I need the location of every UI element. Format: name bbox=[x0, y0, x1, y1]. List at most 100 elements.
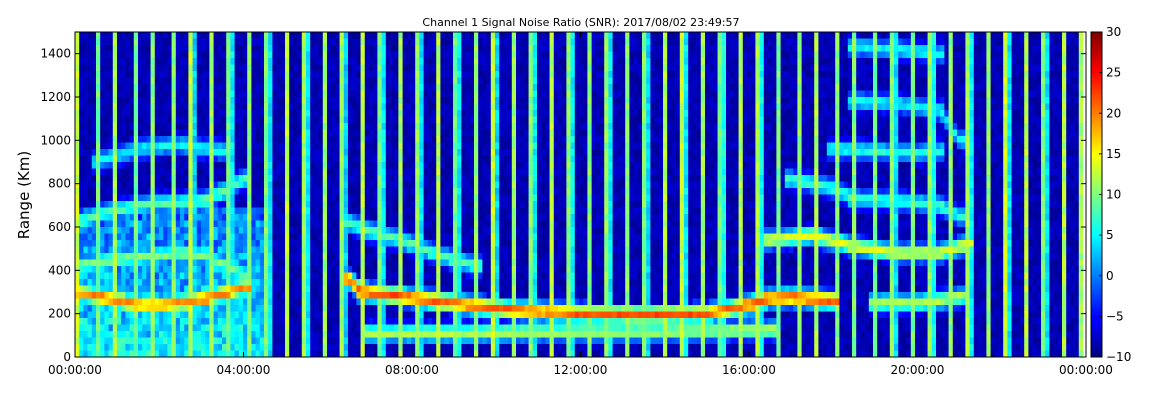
heatmap-cell bbox=[222, 337, 227, 345]
heatmap-cell bbox=[406, 181, 412, 189]
heatmap-cell bbox=[104, 318, 109, 325]
heatmap-cell bbox=[91, 188, 97, 195]
heatmap-cell bbox=[167, 324, 172, 332]
heatmap-cell bbox=[104, 90, 109, 98]
heatmap-cell bbox=[465, 227, 471, 234]
heatmap-cell bbox=[394, 207, 399, 215]
heatmap-cell bbox=[369, 233, 374, 241]
heatmap-cell bbox=[150, 331, 156, 338]
heatmap-cell bbox=[180, 227, 185, 234]
heatmap-cell bbox=[230, 110, 235, 117]
heatmap-cell bbox=[369, 142, 374, 150]
heatmap-cell bbox=[436, 90, 441, 98]
heatmap-cell bbox=[87, 155, 93, 163]
heatmap-cell bbox=[314, 45, 319, 52]
heatmap-cell bbox=[289, 201, 294, 208]
heatmap-cell bbox=[96, 103, 101, 111]
heatmap-cell bbox=[398, 97, 403, 104]
heatmap-cell bbox=[327, 97, 332, 104]
heatmap-cell bbox=[444, 90, 450, 98]
heatmap-cell bbox=[440, 142, 445, 150]
heatmap-cell bbox=[486, 45, 492, 52]
heatmap-cell bbox=[159, 51, 164, 59]
heatmap-cell bbox=[264, 253, 269, 260]
heatmap-cell bbox=[259, 214, 265, 221]
heatmap-cell bbox=[184, 123, 189, 130]
heatmap-cell bbox=[360, 259, 366, 267]
heatmap-cell bbox=[264, 305, 269, 312]
heatmap-cell bbox=[436, 77, 441, 85]
heatmap-cell bbox=[184, 266, 189, 273]
heatmap-cell bbox=[146, 32, 151, 39]
heatmap-cell bbox=[138, 181, 143, 189]
heatmap-cell bbox=[230, 194, 235, 202]
heatmap-cell bbox=[209, 292, 214, 299]
heatmap-cell bbox=[406, 246, 412, 254]
heatmap-cell bbox=[461, 207, 466, 215]
heatmap-cell bbox=[369, 220, 374, 228]
heatmap-cell bbox=[490, 220, 496, 228]
heatmap-cell bbox=[280, 227, 286, 234]
heatmap-cell bbox=[243, 90, 248, 98]
heatmap-cell bbox=[87, 279, 93, 286]
heatmap-cell bbox=[167, 227, 172, 234]
heatmap-cell bbox=[474, 136, 479, 143]
heatmap-cell bbox=[457, 97, 462, 104]
heatmap-cell bbox=[335, 32, 340, 39]
heatmap-cell bbox=[108, 45, 114, 52]
heatmap-cell bbox=[398, 337, 403, 345]
heatmap-cell bbox=[180, 220, 185, 228]
heatmap-cell bbox=[251, 110, 256, 117]
heatmap-cell bbox=[238, 214, 244, 221]
heatmap-cell bbox=[306, 64, 311, 72]
heatmap-cell bbox=[385, 84, 391, 91]
heatmap-cell bbox=[461, 324, 466, 332]
heatmap-cell bbox=[175, 168, 181, 176]
heatmap-cell bbox=[306, 51, 311, 59]
heatmap-cell bbox=[234, 207, 240, 215]
heatmap-cell bbox=[381, 259, 387, 267]
heatmap-cell bbox=[457, 201, 462, 208]
heatmap-cell bbox=[385, 51, 391, 59]
heatmap-cell bbox=[306, 240, 311, 247]
heatmap-cell bbox=[373, 77, 378, 85]
heatmap-cell bbox=[196, 279, 202, 286]
heatmap-cell bbox=[100, 246, 105, 254]
heatmap-cell bbox=[411, 45, 416, 52]
heatmap-cell bbox=[318, 32, 324, 39]
heatmap-cell bbox=[234, 175, 240, 182]
heatmap-cell bbox=[171, 64, 177, 72]
heatmap-cell bbox=[343, 227, 349, 234]
heatmap-cell bbox=[318, 149, 324, 156]
heatmap-cell bbox=[276, 253, 282, 260]
heatmap-cell bbox=[87, 123, 93, 130]
heatmap-cell bbox=[100, 292, 105, 299]
heatmap-cell bbox=[335, 155, 340, 163]
heatmap-cell bbox=[398, 168, 403, 176]
heatmap-cell bbox=[423, 253, 429, 260]
heatmap-cell bbox=[104, 207, 109, 215]
heatmap-cell bbox=[222, 298, 227, 306]
heatmap-cell bbox=[461, 58, 466, 65]
heatmap-cell bbox=[163, 246, 168, 254]
heatmap-cell bbox=[373, 298, 378, 306]
heatmap-cell bbox=[415, 149, 420, 156]
heatmap-cell bbox=[322, 155, 328, 163]
heatmap-cell bbox=[364, 331, 370, 338]
heatmap-cell bbox=[486, 90, 492, 98]
heatmap-cell bbox=[411, 64, 416, 72]
heatmap-cell bbox=[423, 246, 429, 254]
heatmap-cell bbox=[91, 285, 97, 293]
heatmap-cell bbox=[184, 259, 189, 267]
heatmap-cell bbox=[390, 129, 395, 137]
heatmap-cell bbox=[381, 129, 387, 137]
heatmap-cell bbox=[201, 45, 206, 52]
heatmap-cell bbox=[301, 71, 307, 78]
heatmap-cell bbox=[222, 350, 227, 358]
heatmap-cell bbox=[419, 45, 424, 52]
heatmap-cell bbox=[213, 233, 219, 241]
heatmap-cell bbox=[146, 168, 151, 176]
heatmap-cell bbox=[209, 214, 214, 221]
heatmap-cell bbox=[205, 123, 210, 130]
heatmap-cell bbox=[356, 110, 361, 117]
